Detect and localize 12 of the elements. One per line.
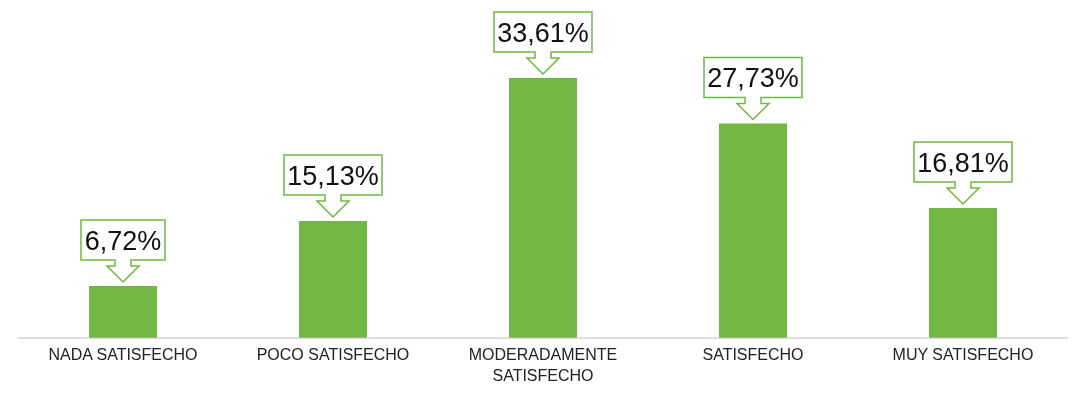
x-tick-label: POCO SATISFECHO [256, 346, 410, 363]
data-label: 6,72% [84, 226, 162, 257]
bar [89, 286, 157, 338]
bar [509, 78, 577, 338]
x-tick-label: MODERADAMENTE SATISFECHO [468, 346, 618, 384]
data-label: 27,73% [707, 63, 799, 94]
x-tick-label: NADA SATISFECHO [48, 346, 198, 363]
x-tick-label: MUY SATISFECHO [892, 346, 1034, 363]
data-label: 33,61% [497, 18, 589, 48]
data-label: 16,81% [917, 147, 1009, 178]
data-label: 15,13% [287, 160, 379, 191]
x-tick-label: SATISFECHO [702, 346, 804, 363]
